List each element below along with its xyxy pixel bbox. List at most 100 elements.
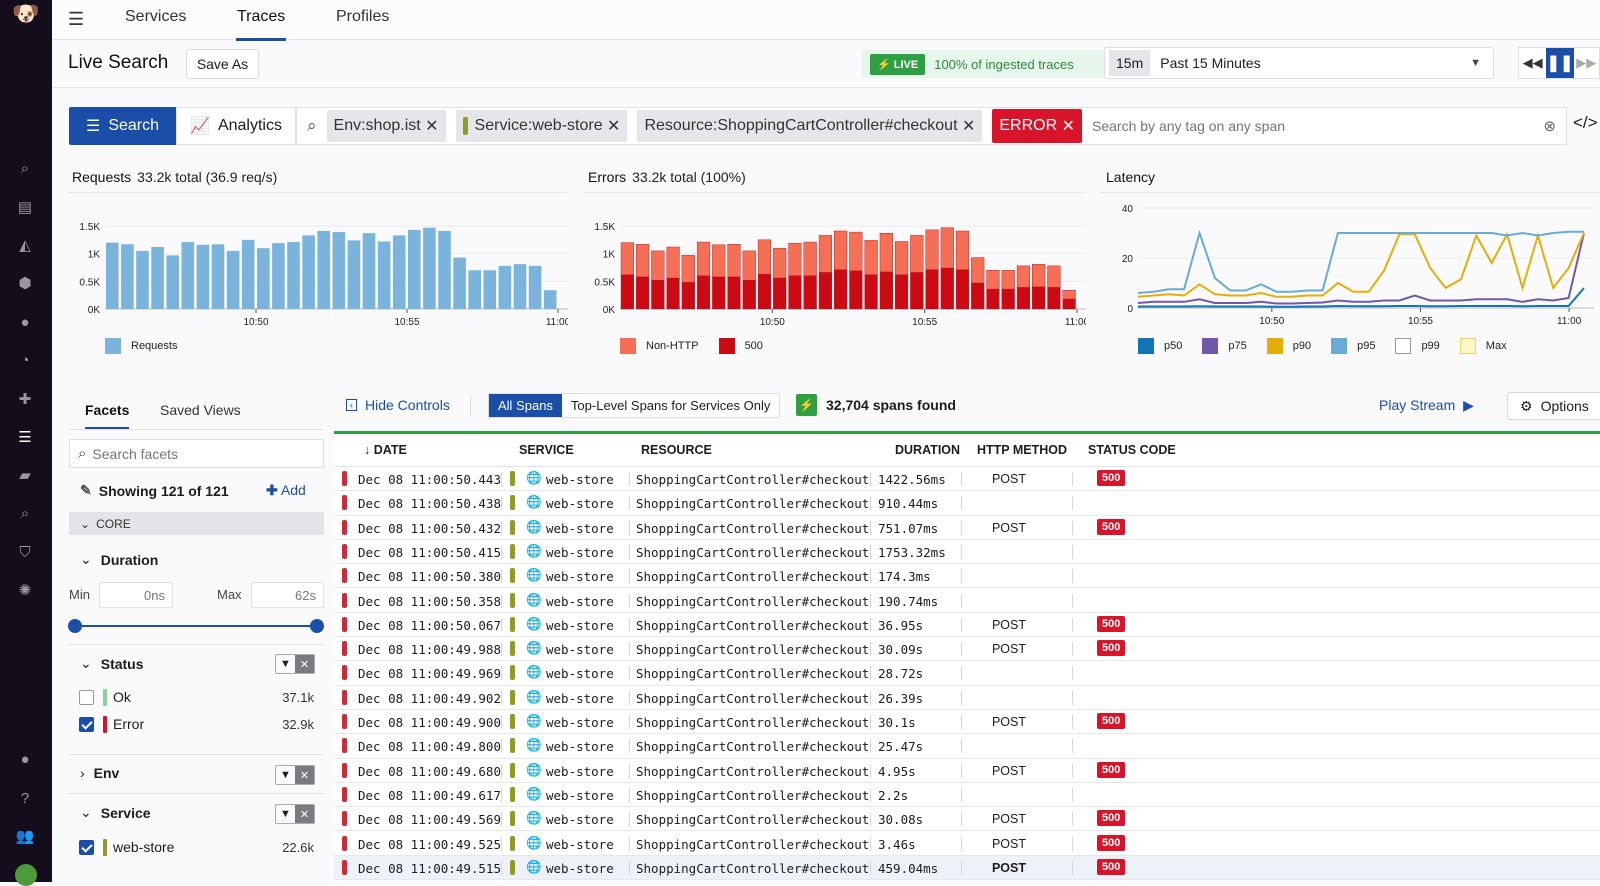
filter-menu-icon[interactable]: ☰ bbox=[68, 9, 85, 29]
duration-max-input[interactable]: 62s bbox=[251, 582, 324, 608]
binoculars-icon[interactable]: ⌕ bbox=[20, 160, 30, 177]
rewind-icon[interactable]: ◀◀ bbox=[1522, 55, 1543, 70]
row-resource[interactable]: ShoppingCartController#checkout bbox=[636, 593, 870, 609]
table-row[interactable]: Dec 08 11:00:49.680 🌐 web-store ShoppingCar… bbox=[334, 759, 1600, 783]
close-icon[interactable]: ✕ bbox=[1061, 118, 1076, 135]
facet-search[interactable]: ⌕ bbox=[69, 439, 324, 468]
datadog-logo-icon[interactable]: 🐶 bbox=[12, 1, 40, 26]
core-section-header[interactable]: ⌄ CORE bbox=[69, 512, 324, 535]
tab-profiles[interactable]: Profiles bbox=[336, 8, 390, 25]
area-chart-icon[interactable]: ◭ bbox=[19, 237, 31, 254]
table-row[interactable]: Dec 08 11:00:49.900 🌐 web-store ShoppingCar… bbox=[334, 710, 1600, 735]
puzzle-icon[interactable]: ✚ bbox=[18, 391, 32, 408]
chat-icon[interactable]: ● bbox=[20, 751, 30, 768]
query-chip-env[interactable]: Env:shop.ist ✕ bbox=[326, 110, 446, 142]
row-service[interactable]: web-store bbox=[546, 520, 614, 536]
row-service[interactable]: web-store bbox=[546, 496, 614, 512]
row-service[interactable]: web-store bbox=[546, 666, 614, 682]
row-service[interactable]: web-store bbox=[546, 860, 614, 876]
column-header-http-method[interactable]: HTTP METHOD bbox=[977, 443, 1068, 457]
row-resource[interactable]: ShoppingCartController#checkout bbox=[636, 617, 870, 633]
row-resource[interactable]: ShoppingCartController#checkout bbox=[636, 739, 870, 755]
row-resource[interactable]: ShoppingCartController#checkout bbox=[636, 544, 870, 560]
table-row[interactable]: Dec 08 11:00:49.800 🌐 web-store ShoppingCar… bbox=[334, 734, 1600, 759]
row-resource[interactable]: ShoppingCartController#checkout bbox=[636, 763, 870, 779]
clear-icon[interactable]: ✕ bbox=[295, 655, 314, 673]
row-resource[interactable]: ShoppingCartController#checkout bbox=[636, 642, 870, 658]
options-button[interactable]: ⚙ Options bbox=[1507, 392, 1600, 420]
row-resource[interactable]: ShoppingCartController#checkout bbox=[636, 860, 870, 876]
checkbox[interactable] bbox=[79, 689, 94, 705]
tab-traces[interactable]: Traces bbox=[235, 8, 287, 41]
notebook-icon[interactable]: ▰ bbox=[19, 467, 31, 484]
query-chip-service[interactable]: Service:web-store ✕ bbox=[455, 110, 628, 142]
pencil-icon[interactable]: ✎ bbox=[80, 482, 92, 498]
checkbox[interactable] bbox=[79, 716, 94, 732]
table-row[interactable]: Dec 08 11:00:49.515 🌐 web-store ShoppingCar… bbox=[334, 855, 1600, 881]
column-header-date[interactable]: ↓ DATE bbox=[364, 443, 407, 457]
row-resource[interactable]: ShoppingCartController#checkout bbox=[636, 496, 870, 512]
table-row[interactable]: Dec 08 11:00:49.569 🌐 web-store ShoppingCar… bbox=[334, 807, 1600, 832]
save-as-button[interactable]: Save As bbox=[186, 49, 259, 79]
apm-icon[interactable]: ☰ bbox=[18, 429, 32, 446]
row-service[interactable]: web-store bbox=[546, 836, 614, 852]
errors-chart[interactable]: 0K 0.5K 1K 1.5K 10:50 10:55 11:00 bbox=[584, 205, 1086, 335]
filter-icon[interactable]: ▼ bbox=[280, 769, 291, 781]
row-resource[interactable]: ShoppingCartController#checkout bbox=[636, 715, 870, 730]
facet-item-web-store[interactable]: web-store 22.6k bbox=[79, 838, 314, 856]
log-search-icon[interactable]: ⌕ bbox=[20, 505, 30, 522]
duration-slider-max-handle[interactable] bbox=[310, 619, 324, 633]
row-service[interactable]: web-store bbox=[546, 569, 614, 585]
facet-item-error[interactable]: Error 32.9k bbox=[79, 715, 314, 733]
row-resource[interactable]: ShoppingCartController#checkout bbox=[636, 787, 870, 803]
legend-item-p90[interactable]: p90 bbox=[1266, 338, 1311, 354]
filter-icon[interactable]: ▼ bbox=[280, 658, 291, 670]
row-resource[interactable]: ShoppingCartController#checkout bbox=[636, 812, 870, 828]
clear-icon[interactable]: ⊗ bbox=[1543, 118, 1556, 135]
env-facet-header[interactable]: › Env bbox=[80, 765, 119, 781]
play-stream-button[interactable]: Play Stream ▶ bbox=[1379, 397, 1474, 414]
list-icon[interactable]: ▤ bbox=[17, 199, 33, 216]
help-icon[interactable]: ? bbox=[20, 790, 30, 807]
table-row[interactable]: Dec 08 11:00:49.525 🌐 web-store ShoppingCar… bbox=[334, 832, 1600, 856]
clear-icon[interactable]: ✕ bbox=[295, 766, 314, 784]
row-service[interactable]: web-store bbox=[546, 642, 614, 658]
user-avatar[interactable] bbox=[15, 864, 37, 886]
all-spans-option[interactable]: All Spans bbox=[489, 394, 562, 417]
table-row[interactable]: Dec 08 11:00:49.617 🌐 web-store ShoppingCar… bbox=[334, 783, 1600, 808]
clear-icon[interactable]: ✕ bbox=[295, 805, 314, 823]
query-chip-error[interactable]: ERROR ✕ bbox=[992, 109, 1083, 143]
table-row[interactable]: Dec 08 11:00:50.432 🌐 web-store ShoppingCar… bbox=[334, 516, 1600, 540]
alert-icon[interactable]: ● bbox=[20, 314, 30, 331]
table-row[interactable]: Dec 08 11:00:50.380 🌐 web-store ShoppingCar… bbox=[334, 564, 1600, 589]
tab-facets[interactable]: Facets bbox=[85, 402, 130, 430]
duration-min-input[interactable]: 0ns bbox=[99, 582, 173, 608]
requests-chart[interactable]: 0K 0.5K 1K 1.5K 10:50 10:55 11:00 bbox=[68, 205, 568, 335]
row-resource[interactable]: ShoppingCartController#checkout bbox=[636, 520, 870, 536]
table-row[interactable]: Dec 08 11:00:49.969 🌐 web-store ShoppingCar… bbox=[334, 661, 1600, 686]
legend-item-500[interactable]: 500 bbox=[718, 338, 763, 354]
column-header-service[interactable]: SERVICE bbox=[519, 443, 574, 457]
table-row[interactable]: Dec 08 11:00:50.358 🌐 web-store ShoppingCar… bbox=[334, 589, 1600, 613]
row-service[interactable]: web-store bbox=[546, 739, 614, 755]
query-bar[interactable]: ⌕ Env:shop.ist ✕ Service:web-store ✕ Res… bbox=[296, 107, 1567, 145]
legend-item-requests[interactable]: Requests bbox=[105, 338, 177, 354]
search-mode-button[interactable]: ☰ Search bbox=[69, 107, 176, 145]
row-resource[interactable]: ShoppingCartController#checkout bbox=[636, 836, 870, 852]
row-service[interactable]: web-store bbox=[546, 617, 614, 633]
legend-item-non-http[interactable]: Non-HTTP bbox=[620, 338, 699, 354]
row-service[interactable]: web-store bbox=[546, 763, 614, 779]
column-header-resource[interactable]: RESOURCE bbox=[641, 443, 712, 457]
row-service[interactable]: web-store bbox=[546, 787, 614, 803]
gauge-icon[interactable]: ◔ bbox=[20, 352, 30, 369]
latency-chart[interactable]: 0 20 40 10:50 10:55 11:00 bbox=[1100, 200, 1600, 335]
forward-icon[interactable]: ▶▶ bbox=[1576, 55, 1597, 70]
network-icon[interactable]: ✺ bbox=[18, 582, 32, 599]
legend-item-p50[interactable]: p50 bbox=[1138, 338, 1182, 354]
row-service[interactable]: web-store bbox=[546, 690, 614, 706]
filter-icon[interactable]: ▼ bbox=[280, 808, 291, 820]
code-view-icon[interactable]: </> bbox=[1573, 113, 1598, 132]
table-row[interactable]: Dec 08 11:00:49.988 🌐 web-store ShoppingCar… bbox=[334, 637, 1600, 662]
query-input[interactable] bbox=[1092, 118, 1544, 134]
close-icon[interactable]: ✕ bbox=[961, 118, 976, 135]
